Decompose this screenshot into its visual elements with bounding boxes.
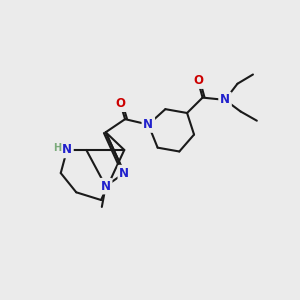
Text: N: N: [62, 143, 72, 157]
Text: N: N: [220, 93, 230, 106]
Text: N: N: [101, 180, 111, 193]
Text: O: O: [116, 97, 125, 110]
Text: N: N: [119, 167, 129, 180]
Text: O: O: [193, 74, 203, 87]
Text: H: H: [52, 143, 61, 153]
Text: N: N: [143, 118, 153, 131]
